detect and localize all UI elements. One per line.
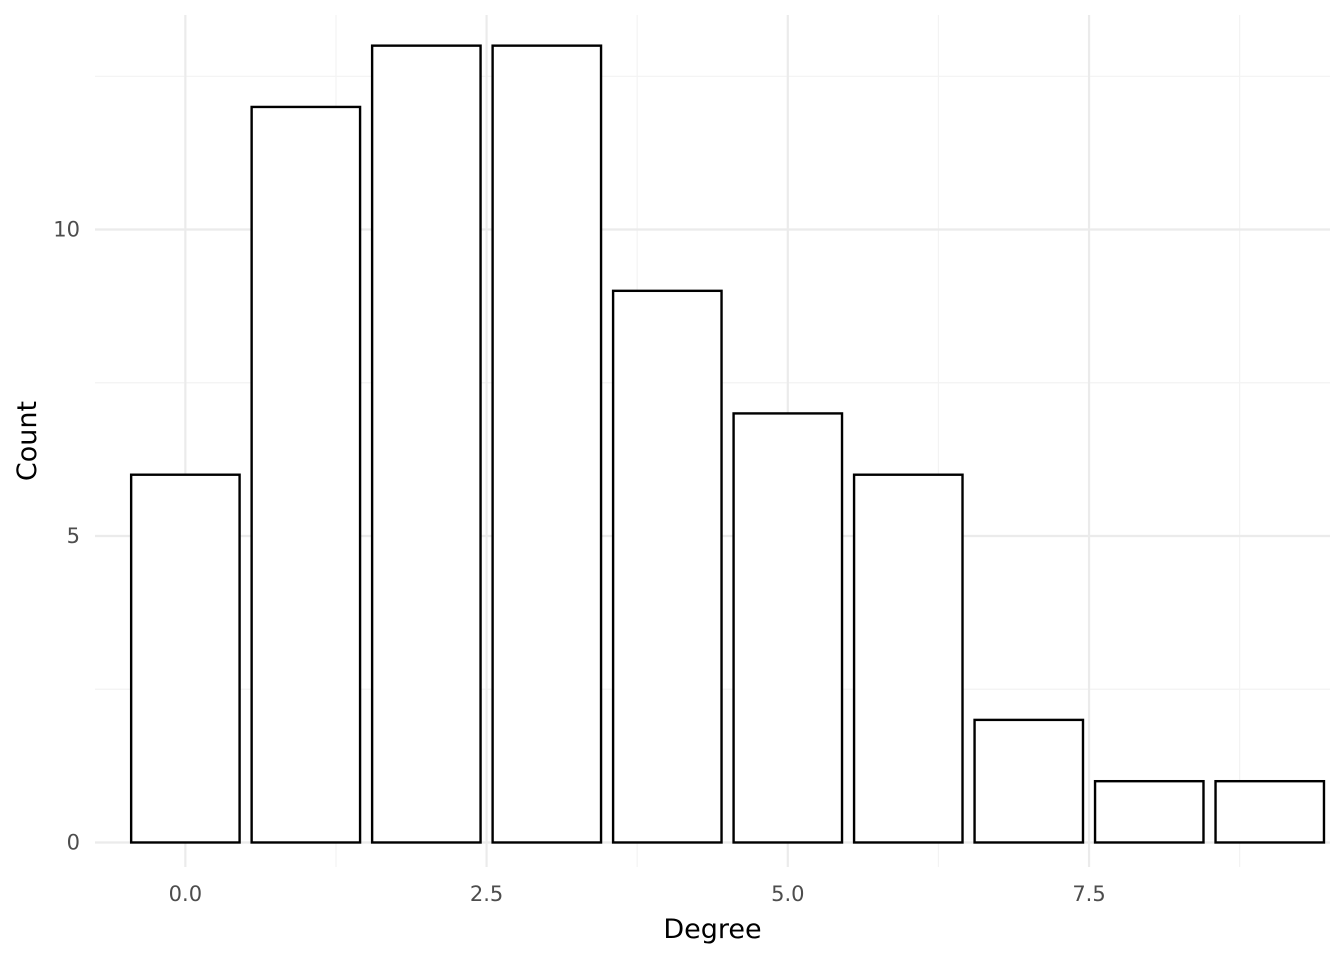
bar-degree-9 (1214, 779, 1326, 844)
x-axis-ticks: 0.0 2.5 5.0 7.5 (169, 882, 1106, 906)
y-tick-label: 10 (53, 218, 80, 242)
x-tick-label: 2.5 (470, 882, 503, 906)
bar-degree-0 (129, 473, 241, 844)
x-tick-label: 0.0 (169, 882, 202, 906)
bar-degree-2 (370, 44, 482, 844)
x-tick-label: 5.0 (771, 882, 804, 906)
bar-degree-6 (852, 473, 964, 844)
y-tick-label: 5 (67, 524, 80, 548)
bar-degree-5 (732, 412, 844, 844)
bars (129, 44, 1326, 844)
bar-degree-1 (250, 105, 362, 844)
y-axis-ticks: 0 5 10 (53, 218, 80, 855)
bar-degree-4 (611, 289, 723, 844)
y-axis-title: Count (12, 401, 43, 481)
x-axis-title: Degree (663, 914, 761, 945)
x-tick-label: 7.5 (1072, 882, 1105, 906)
bar-degree-3 (491, 44, 603, 844)
y-tick-label: 0 (67, 830, 80, 854)
bar-degree-7 (973, 718, 1085, 844)
bar-degree-8 (1093, 779, 1205, 844)
